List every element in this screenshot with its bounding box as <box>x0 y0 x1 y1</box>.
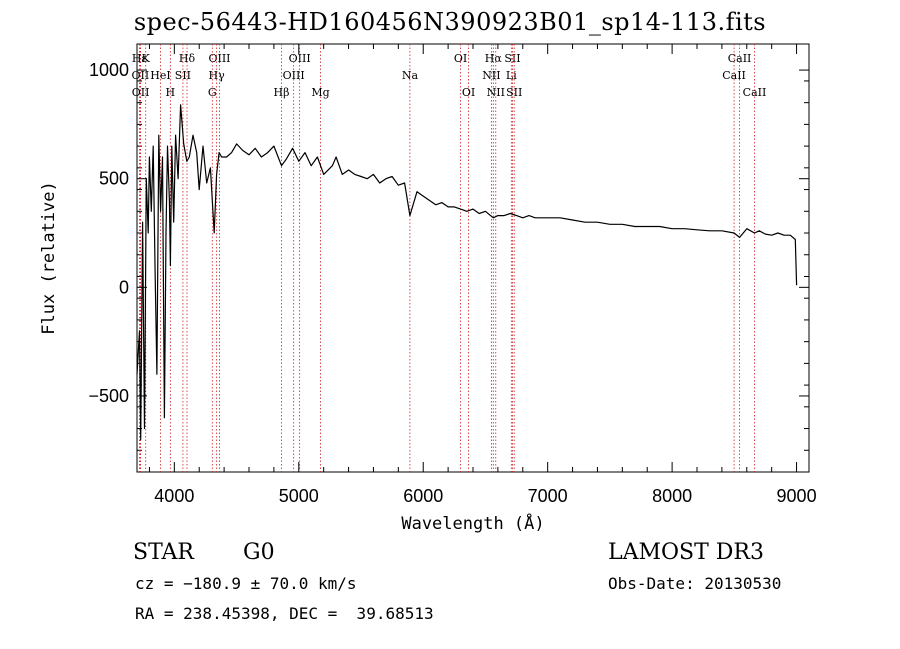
spectral-line-label: G <box>208 86 217 99</box>
spectral-line-label: Li <box>506 69 517 82</box>
x-tick-label: 4000 <box>154 486 194 506</box>
spectral-line-label: CaII <box>722 69 746 82</box>
object-subclass: G0 <box>243 540 275 565</box>
observation-date: Obs-Date: 20130530 <box>608 574 782 593</box>
plot-frame <box>136 43 810 473</box>
spectral-line-label: OIII <box>289 52 311 65</box>
spectral-line-label: Na <box>402 69 419 82</box>
survey-name: LAMOST DR3 <box>608 540 764 565</box>
y-axis-label: Flux (relative) <box>39 181 59 335</box>
chart-title: spec-56443-HD160456N390923B01_sp14-113.f… <box>133 8 767 36</box>
object-class: STAR <box>133 540 194 565</box>
spectral-line-label: Hε <box>132 52 148 65</box>
x-axis-label: Wavelength (Å) <box>401 512 544 534</box>
spectral-line-label: SII <box>506 86 522 99</box>
spectral-line-label: CaII <box>728 52 752 65</box>
spectral-line-label: OI <box>462 86 475 99</box>
y-tick-label: −500 <box>88 386 129 406</box>
spectrum-line <box>136 104 798 440</box>
spectral-line-label: OIII <box>208 52 230 65</box>
spectral-line-label: SII <box>175 69 191 82</box>
spectral-line-label: SII <box>504 52 520 65</box>
x-tick-label: 9000 <box>777 486 817 506</box>
x-tick-label: 6000 <box>403 486 443 506</box>
axis-ticks: 4000 5000 6000 7000 8000 9000 −500 0 500 1000 <box>88 44 817 506</box>
spectrum-series <box>136 104 798 440</box>
redshift-velocity: cz = −180.9 ± 70.0 km/s <box>135 574 357 593</box>
spectral-line-label: Hα <box>485 52 503 65</box>
spectral-line-label: HeI <box>150 69 170 82</box>
spectral-line-label: Hβ <box>274 86 290 99</box>
y-tick-label: 500 <box>99 169 129 189</box>
x-tick-label: 5000 <box>279 486 319 506</box>
spectral-line-label: OI <box>454 52 467 65</box>
spectral-line-label: NII <box>487 86 505 99</box>
spectral-line-label: Hδ <box>179 52 196 65</box>
spectral-line-label: OII <box>132 86 150 99</box>
spectral-line-label: Hγ <box>209 69 226 82</box>
spectral-line-label: Mg <box>311 86 329 99</box>
spectral-line-label: K <box>142 52 151 65</box>
spectral-line-label: H <box>166 86 176 99</box>
y-tick-label: 1000 <box>89 60 129 80</box>
y-tick-label: 0 <box>119 277 129 297</box>
spectral-line-label: NII <box>482 69 500 82</box>
x-tick-label: 8000 <box>652 486 692 506</box>
spectral-line-label: CaII <box>743 86 767 99</box>
spectral-line-label: OIII <box>283 69 305 82</box>
x-tick-label: 7000 <box>528 486 568 506</box>
sky-coordinates: RA = 238.45398, DEC = 39.68513 <box>135 604 434 623</box>
